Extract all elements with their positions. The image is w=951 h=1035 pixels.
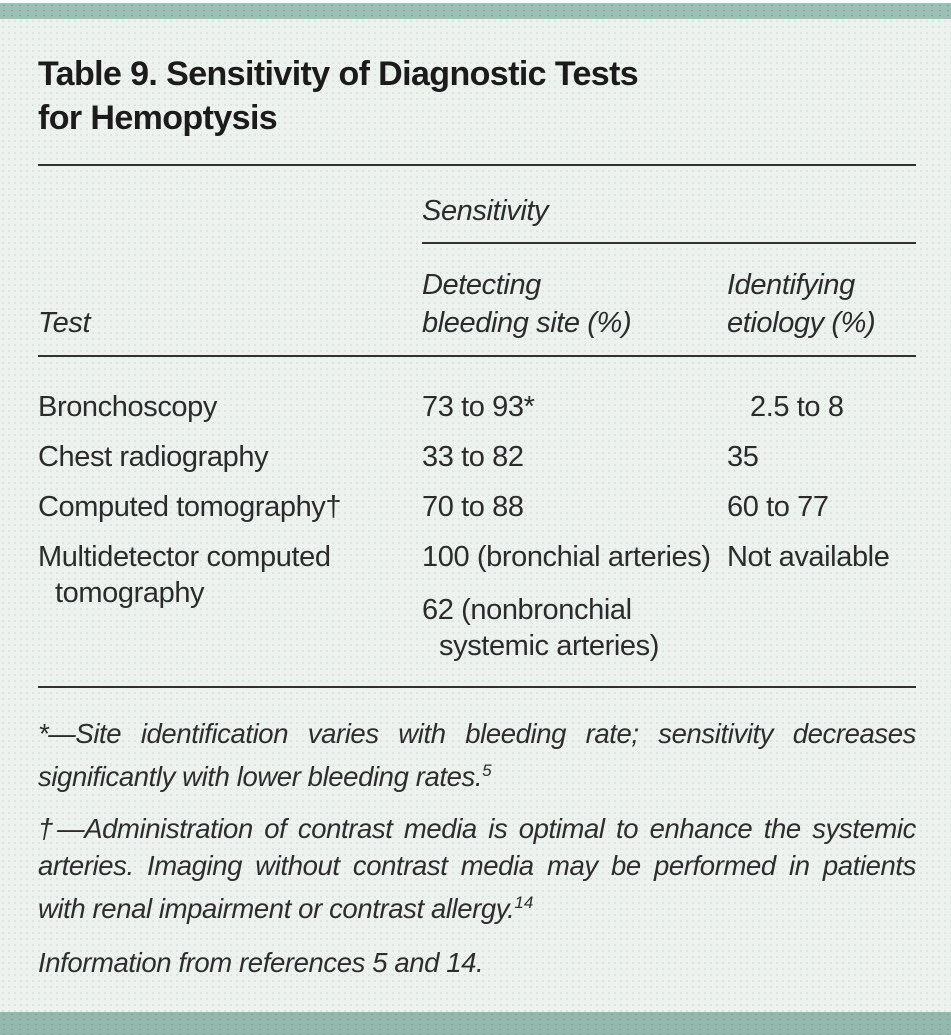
rule-under-title xyxy=(38,164,916,166)
table-row-multidetector-ct: Multidetector computed tomography 100 (b… xyxy=(38,539,916,664)
cell-etiology: 60 to 77 xyxy=(727,491,829,523)
table-title-line1: Table 9. Sensitivity of Diagnostic Tests xyxy=(38,55,639,93)
table-title-line2: for Hemoptysis xyxy=(38,99,278,137)
table-header-group: Sensitivity xyxy=(38,166,916,244)
column-header-detecting-line1: Detecting xyxy=(422,269,541,301)
sensitivity-group-label: Sensitivity xyxy=(422,195,549,227)
cell-test: Bronchoscopy xyxy=(38,391,217,423)
sensitivity-group-header: Sensitivity xyxy=(422,166,916,244)
top-white-strip xyxy=(0,0,951,3)
column-header-identifying-line1: Identifying xyxy=(727,269,855,301)
column-header-identifying-line2: etiology (%) xyxy=(727,307,876,339)
table-row-computed-tomography: Computed tomography† 70 to 88 60 to 77 xyxy=(38,489,916,525)
column-header-detecting: Detecting bleeding site (%) xyxy=(422,266,727,342)
column-header-row: Test Detecting bleeding site (%) Identif… xyxy=(38,244,916,355)
footnote-dagger: †—Administration of contrast media is op… xyxy=(38,810,916,927)
table-title: Table 9. Sensitivity of Diagnostic Tests… xyxy=(38,52,916,140)
footnote-asterisk-reference: 5 xyxy=(482,761,492,780)
cell-detecting: 70 to 88 xyxy=(422,491,524,523)
cell-etiology: 35 xyxy=(727,441,759,473)
footnotes: *—Site identification varies with bleedi… xyxy=(38,715,916,927)
table-row-chest-radiography: Chest radiography 33 to 82 35 xyxy=(38,439,916,475)
top-accent-bar xyxy=(0,3,951,19)
cell-detecting-value-2: 62 (nonbronchial systemic arteries) xyxy=(422,594,659,662)
source-attribution: Information from references 5 and 14. xyxy=(38,947,484,979)
cell-test: Multidetector computed tomography xyxy=(38,541,331,609)
footnote-dagger-reference: 14 xyxy=(514,893,534,913)
table-row-bronchoscopy: Bronchoscopy 73 to 93* 2.5 to 8 xyxy=(38,389,916,425)
cell-detecting: 73 to 93* xyxy=(422,391,535,423)
rule-under-body xyxy=(38,686,916,688)
header-spacer xyxy=(38,166,422,244)
column-header-identifying: Identifying etiology (%) xyxy=(727,266,916,342)
table-content: Table 9. Sensitivity of Diagnostic Tests… xyxy=(38,19,916,981)
table-body: Bronchoscopy 73 to 93* 2.5 to 8 Chest ra… xyxy=(38,357,916,664)
cell-detecting: 100 (bronchial arteries) 62 (nonbronchia… xyxy=(422,539,727,664)
rule-under-sensitivity xyxy=(422,242,916,244)
footnote-asterisk: *—Site identification varies with bleedi… xyxy=(38,715,916,795)
cell-etiology: Not available xyxy=(727,541,890,573)
footnote-asterisk-text: *—Site identification varies with bleedi… xyxy=(38,718,916,793)
rule-under-header xyxy=(38,355,916,357)
footnote-dagger-text: †—Administration of contrast media is op… xyxy=(38,813,916,925)
column-header-test: Test xyxy=(38,307,91,339)
cell-etiology: 2.5 to 8 xyxy=(750,391,844,423)
column-header-detecting-line2: bleeding site (%) xyxy=(422,307,632,339)
bottom-accent-bar xyxy=(0,1012,951,1035)
cell-detecting: 33 to 82 xyxy=(422,441,524,473)
cell-test: Computed tomography† xyxy=(38,491,342,523)
cell-detecting-value-1: 100 (bronchial arteries) xyxy=(422,541,711,573)
cell-test: Chest radiography xyxy=(38,441,269,473)
